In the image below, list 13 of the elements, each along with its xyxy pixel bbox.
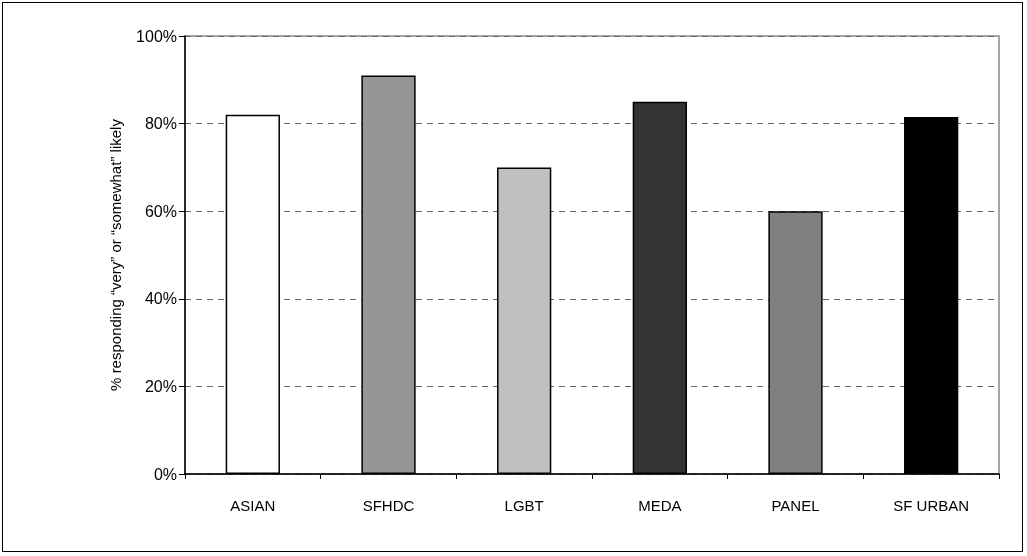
x-tick-label: MEDA: [638, 497, 682, 514]
x-tick-label: SF URBAN: [893, 497, 970, 514]
y-axis-title: % responding “very” or “somewhat” likely: [107, 118, 124, 391]
y-tick-label: 20%: [144, 377, 177, 395]
y-tick-label: 80%: [144, 115, 177, 133]
x-tick-label: LGBT: [504, 497, 544, 514]
x-tick-label: ASIAN: [230, 497, 276, 514]
x-tick-label: SFHDC: [362, 497, 415, 514]
y-tick-label: 0%: [153, 465, 177, 483]
y-tick-label: 100%: [136, 27, 177, 45]
x-tick-label: PANEL: [771, 497, 820, 514]
y-tick-label: 40%: [144, 290, 177, 308]
y-tick-label: 60%: [144, 202, 177, 220]
